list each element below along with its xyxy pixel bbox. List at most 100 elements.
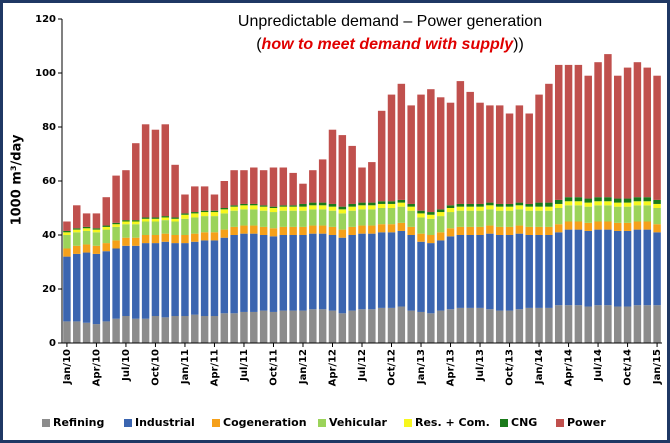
- bar-segment: [299, 226, 307, 235]
- bar-segment: [486, 205, 494, 210]
- bar-segment: [466, 91, 474, 204]
- bar-segment: [240, 205, 248, 210]
- bar-segment: [564, 197, 573, 202]
- bar-segment: [554, 208, 563, 225]
- bar-segment: [633, 197, 642, 202]
- bar-segment: [63, 221, 71, 231]
- bar-segment: [535, 226, 543, 235]
- bar-segment: [545, 83, 553, 203]
- bar-segment: [240, 170, 248, 204]
- x-tick-label: Jan/14: [534, 349, 545, 385]
- bar-segment: [191, 241, 199, 315]
- bar-segment: [328, 235, 337, 311]
- bar-segment: [387, 203, 396, 208]
- bar-segment: [397, 202, 406, 207]
- bar-segment: [338, 213, 347, 230]
- bar-segment: [171, 221, 179, 235]
- bar-segment: [623, 198, 632, 203]
- bar-segment: [259, 226, 268, 235]
- bar-segment: [328, 129, 337, 204]
- bar-segment: [368, 309, 376, 343]
- bar-segment: [191, 213, 199, 218]
- bar-segment: [525, 206, 533, 211]
- bar-segment: [368, 205, 376, 210]
- bar-segment: [338, 229, 347, 238]
- bar-segment: [407, 226, 415, 235]
- bar-segment: [73, 245, 81, 254]
- bar-segment: [63, 256, 71, 322]
- bar-segment: [181, 194, 189, 214]
- bar-segment: [318, 202, 327, 206]
- bar-segment: [358, 205, 366, 210]
- bar-segment: [545, 202, 553, 207]
- bar-segment: [338, 135, 347, 207]
- bar-segment: [338, 206, 347, 210]
- bar-segment: [171, 235, 179, 244]
- bar-segment: [92, 229, 101, 233]
- bar-segment: [643, 221, 651, 230]
- bar-segment: [73, 229, 81, 233]
- bar-segment: [515, 105, 524, 203]
- bar-segment: [436, 232, 445, 241]
- bar-segment: [614, 202, 622, 207]
- bar-segment: [633, 305, 642, 343]
- bar-segment: [535, 307, 543, 343]
- bar-segment: [456, 203, 465, 207]
- bar-segment: [230, 210, 238, 227]
- bar-segment: [132, 245, 140, 319]
- bar-segment: [614, 198, 622, 203]
- bar-segment: [210, 212, 219, 217]
- bar-segment: [161, 124, 170, 217]
- bar-segment: [377, 201, 386, 204]
- bar-segment: [309, 309, 317, 343]
- bar-segment: [545, 210, 553, 227]
- bar-segment: [407, 310, 415, 343]
- bar-segment: [82, 213, 91, 227]
- bar-segment: [505, 203, 514, 207]
- bar-segment: [594, 197, 602, 202]
- y-tick-label: 100: [35, 68, 56, 79]
- bar-segment: [623, 202, 632, 207]
- bar-segment: [141, 221, 150, 235]
- bar-segment: [633, 229, 642, 306]
- bar-segment: [574, 197, 583, 202]
- bar-segment: [200, 216, 209, 233]
- bar-segment: [112, 240, 120, 249]
- bar-segment: [643, 305, 651, 343]
- bar-segment: [358, 225, 366, 234]
- bar-segment: [476, 307, 484, 343]
- bar-segment: [171, 243, 179, 316]
- bar-segment: [82, 252, 91, 323]
- bar-segment: [594, 201, 602, 206]
- bar-segment: [574, 64, 583, 198]
- bar-segment: [279, 226, 288, 235]
- bar-segment: [358, 309, 366, 343]
- bar-segment: [358, 202, 366, 206]
- bar-segment: [102, 197, 110, 226]
- bar-segment: [436, 212, 445, 217]
- bar-segment: [427, 214, 435, 219]
- bar-segment: [318, 225, 327, 234]
- bar-segment: [407, 206, 415, 211]
- bar-segment: [486, 309, 494, 343]
- bar-segment: [436, 240, 445, 311]
- bar-segment: [584, 306, 592, 343]
- bar-segment: [102, 251, 110, 322]
- bar-segment: [191, 212, 199, 214]
- bar-segment: [456, 226, 465, 235]
- y-axis-label: 1000 m³/day: [10, 134, 25, 225]
- bar-segment: [259, 210, 268, 227]
- chart-title: Unpredictable demand – Power generation: [238, 13, 542, 30]
- bar-segment: [250, 225, 258, 234]
- bar-segment: [171, 164, 179, 218]
- bar-segment: [594, 305, 602, 343]
- bar-segment: [505, 206, 514, 211]
- bar-segment: [368, 233, 376, 310]
- bar-segment: [545, 226, 553, 235]
- bar-segment: [653, 208, 661, 225]
- bar-segment: [495, 105, 504, 204]
- bar-segment: [407, 235, 415, 311]
- bar-segment: [525, 210, 533, 227]
- legend-label: Res. + Com.: [415, 416, 490, 429]
